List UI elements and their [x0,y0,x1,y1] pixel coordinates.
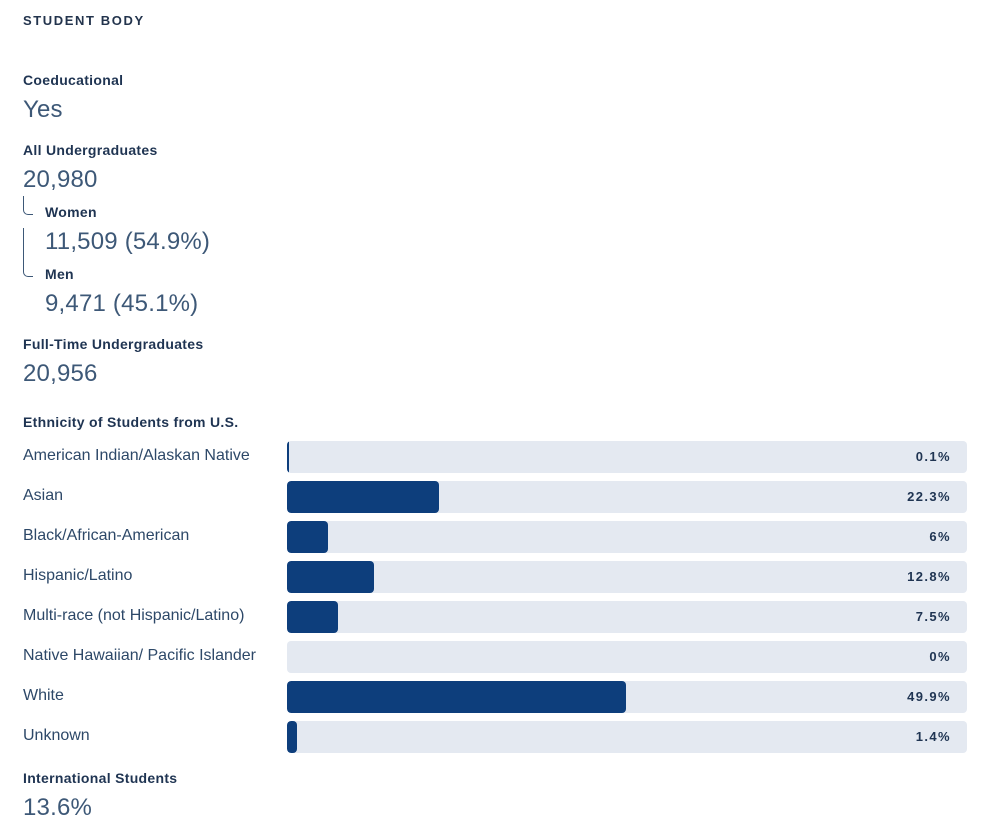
all-undergraduates-value: 20,980 [23,166,98,193]
tree-connector-men [23,228,33,277]
ethnicity-name: Multi-race (not Hispanic/Latino) [23,607,245,624]
ethnicity-name: Hispanic/Latino [23,567,133,584]
ethnicity-row: Asian 22.3% [23,481,967,513]
ethnicity-name: White [23,687,64,704]
ethnicity-bar-track: 6% [287,521,967,553]
ethnicity-percent: 6% [929,529,951,544]
ethnicity-percent: 49.9% [907,689,951,704]
ethnicity-bar-track: 7.5% [287,601,967,633]
ethnicity-bar-fill [287,561,375,593]
ethnicity-name: Asian [23,487,64,504]
ethnicity-bar-fill [287,721,297,753]
full-time-label: Full-Time Undergraduates [23,336,204,352]
ethnicity-percent: 0.1% [915,449,951,464]
all-undergraduates-label: All Undergraduates [23,142,158,158]
ethnicity-name: American Indian/Alaskan Native [23,447,250,464]
ethnicity-percent: 22.3% [907,489,951,504]
ethnicity-bar-fill [287,521,328,553]
ethnicity-bar-track: 0.1% [287,441,967,473]
ethnicity-row: White 49.9% [23,681,967,713]
ethnicity-name: Black/African-American [23,527,190,544]
ethnicity-percent: 0% [929,649,951,664]
ethnicity-bar-track: 49.9% [287,681,967,713]
ethnicity-bar-fill [287,601,338,633]
ethnicity-bar-track: 1.4% [287,721,967,753]
ethnicity-row: Hispanic/Latino 12.8% [23,561,967,593]
ethnicity-row: Unknown 1.4% [23,721,967,753]
women-label: Women [45,204,97,220]
ethnicity-row: Native Hawaiian/ Pacific Islander 0% [23,641,967,673]
ethnicity-row: American Indian/Alaskan Native 0.1% [23,441,967,473]
women-value: 11,509 (54.9%) [45,228,211,255]
ethnicity-bar-track: 12.8% [287,561,967,593]
ethnicity-bar-track: 22.3% [287,481,967,513]
full-time-value: 20,956 [23,360,98,387]
ethnicity-name: Native Hawaiian/ Pacific Islander [23,647,256,664]
international-value: 13.6% [23,794,93,821]
ethnicity-bar-fill [287,681,627,713]
men-value: 9,471 (45.1%) [45,290,199,317]
tree-connector-women [23,196,33,215]
ethnicity-bar-track: 0% [287,641,967,673]
ethnicity-percent: 1.4% [915,729,951,744]
coeducational-value: Yes [23,96,63,123]
ethnicity-bar-fill [287,481,439,513]
section-title: STUDENT BODY [23,13,145,28]
men-label: Men [45,266,74,282]
ethnicity-percent: 7.5% [915,609,951,624]
ethnicity-row: Black/African-American 6% [23,521,967,553]
international-label: International Students [23,770,178,786]
coeducational-label: Coeducational [23,72,124,88]
ethnicity-bar-fill [287,441,289,473]
ethnicity-name: Unknown [23,727,90,744]
ethnicity-row: Multi-race (not Hispanic/Latino) 7.5% [23,601,967,633]
ethnicity-percent: 12.8% [907,569,951,584]
ethnicity-label: Ethnicity of Students from U.S. [23,414,239,430]
